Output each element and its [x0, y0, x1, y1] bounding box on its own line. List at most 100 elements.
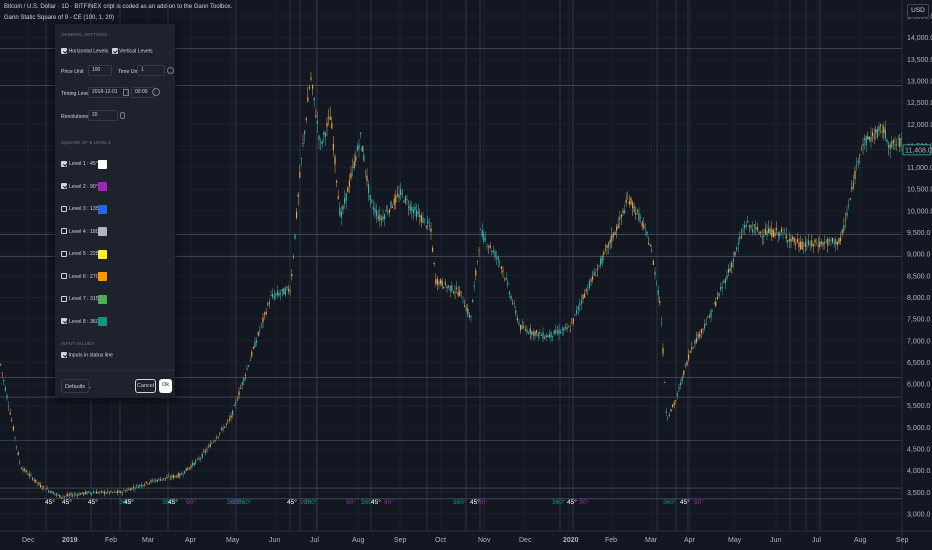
candle-body: [150, 480, 152, 483]
time-tick-label: Dec: [519, 537, 532, 544]
candle-body: [595, 275, 597, 277]
clock-icon[interactable]: [152, 88, 160, 96]
candle-body: [294, 234, 296, 239]
candle-body: [787, 240, 789, 242]
info-icon[interactable]: [167, 67, 174, 74]
inputs-in-status-line-row[interactable]: Inputs in status line: [61, 352, 113, 358]
candle-body: [313, 97, 315, 101]
inputs-in-status-line-checkbox[interactable]: [61, 352, 67, 358]
horizontal-levels-row[interactable]: Horizontal Levels Vertical Levels: [61, 48, 153, 54]
level-row-1[interactable]: Level 1 : 45°: [61, 159, 98, 169]
candle-body: [372, 206, 374, 210]
candle-body: [646, 232, 648, 235]
level-row-5[interactable]: Level 5 : 225°: [61, 249, 101, 259]
candle-body: [400, 189, 402, 196]
candle-body: [121, 492, 123, 494]
candle-body: [462, 301, 464, 303]
gann-degree-labels: 45° 45° 45° 360°45° 360°45° 90° 360°90°360° 45°…: [45, 498, 704, 506]
currency-button[interactable]: USD: [907, 4, 929, 18]
level-color-swatch[interactable]: [98, 227, 107, 236]
candle-body: [814, 239, 816, 243]
gann-degree-label: 360°: [663, 498, 677, 506]
level-checkbox[interactable]: [61, 295, 67, 302]
calendar-icon[interactable]: [123, 89, 129, 96]
candle-body: [889, 143, 891, 150]
level-checkbox[interactable]: [61, 250, 67, 257]
candle-body: [745, 224, 747, 227]
candle-body: [390, 201, 392, 209]
symbol-title[interactable]: Bitcoin / U.S. Dollar · 1D · BITFINEX cri…: [4, 4, 233, 10]
candle-body: [888, 145, 890, 147]
ok-button[interactable]: Ok: [159, 379, 172, 393]
candle-body: [179, 473, 181, 477]
candle-body: [41, 487, 43, 489]
level-color-swatch[interactable]: [98, 159, 107, 169]
candle-body: [588, 281, 590, 289]
candle-body: [196, 458, 198, 460]
candle-body: [422, 217, 424, 224]
candle-body: [366, 175, 368, 182]
level-color-swatch[interactable]: [98, 317, 107, 326]
candle-body: [504, 278, 506, 280]
level-color-swatch[interactable]: [98, 272, 107, 281]
timing-date-input[interactable]: 2018-12-01: [88, 87, 128, 98]
candle-body: [712, 310, 714, 312]
gann-degree-label: 45°: [88, 498, 98, 506]
price-unit-input[interactable]: 100: [88, 65, 112, 76]
level-checkbox[interactable]: [61, 228, 67, 235]
level-row-7[interactable]: Level 7 : 315°: [61, 294, 101, 304]
level-row-3[interactable]: Level 3 : 135°: [61, 204, 101, 214]
level-checkbox[interactable]: [61, 183, 67, 190]
indicator-title[interactable]: Gann Static Square of 9 - CE (100, 1, 20…: [4, 15, 115, 21]
vertical-levels-checkbox[interactable]: [111, 48, 118, 54]
level-color-swatch[interactable]: [98, 182, 107, 191]
candle-body: [657, 290, 659, 295]
candle-body: [152, 479, 154, 481]
level-row-8[interactable]: Level 8 : 360°: [61, 317, 101, 327]
candle-body: [145, 481, 147, 484]
candle-body: [800, 241, 802, 249]
candle-body: [270, 295, 272, 296]
candle-body: [614, 232, 616, 235]
candle-body: [880, 124, 882, 126]
candle-body: [620, 214, 622, 218]
candle-body: [396, 194, 398, 196]
candle-body: [169, 477, 171, 479]
level-label: Level 2 : 90°: [69, 183, 98, 190]
candle-body: [572, 318, 574, 323]
candle-body: [388, 209, 390, 213]
level-color-swatch[interactable]: [98, 249, 107, 259]
level-row-6[interactable]: Level 6 : 270°: [61, 272, 101, 282]
candle-body: [531, 331, 533, 335]
candle-body: [478, 250, 480, 252]
level-checkbox[interactable]: [61, 318, 67, 325]
candle-body: [632, 202, 634, 209]
candle-body: [3, 380, 5, 382]
level-checkbox[interactable]: [61, 160, 67, 167]
gann-degree-label: 45°: [371, 498, 381, 506]
candle-body: [721, 286, 723, 289]
horizontal-levels-checkbox[interactable]: [61, 48, 67, 54]
level-row-4[interactable]: Level 4 : 180°: [61, 227, 101, 237]
time-unit-input[interactable]: 1: [137, 65, 165, 76]
candle-body: [14, 437, 16, 439]
candle-body: [432, 247, 434, 252]
stepper-icon[interactable]: [120, 112, 125, 119]
cancel-button[interactable]: Cancel: [135, 379, 156, 393]
defaults-button[interactable]: Defaults ⌄: [61, 379, 92, 393]
gann-degree-label: 360°: [238, 498, 252, 506]
level-color-swatch[interactable]: [98, 294, 107, 304]
level-checkbox[interactable]: [61, 205, 67, 212]
candle-body: [83, 492, 85, 495]
candle-body: [323, 131, 325, 136]
candle-body: [112, 492, 114, 493]
revolutions-input[interactable]: 20: [88, 110, 118, 121]
candle-body: [110, 490, 112, 492]
level-color-swatch[interactable]: [98, 204, 107, 214]
gann-degree-label: 360°: [361, 498, 375, 506]
level-row-2[interactable]: Level 2 : 90°: [61, 182, 98, 192]
level-checkbox[interactable]: [61, 273, 67, 280]
time-tick-label: May: [728, 537, 742, 544]
candle-body: [686, 361, 688, 365]
candle-body: [46, 488, 48, 490]
